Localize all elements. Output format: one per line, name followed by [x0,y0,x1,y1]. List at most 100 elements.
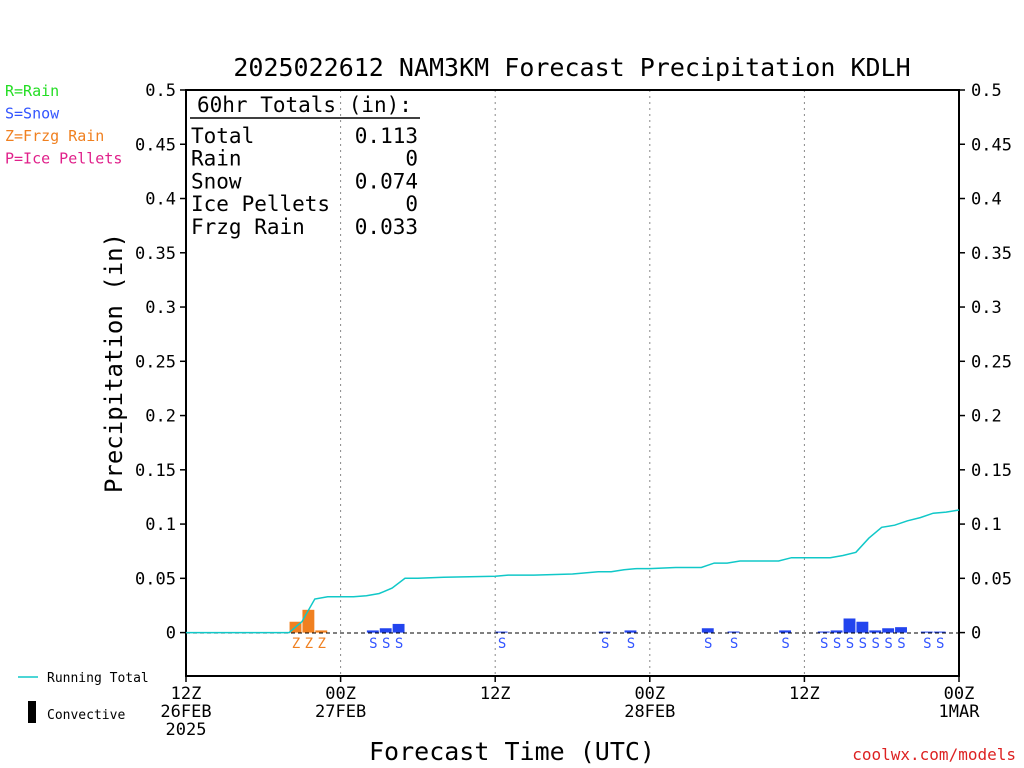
precip-bar [882,628,895,633]
totals-value: 0.113 [355,124,418,148]
y-axis-left: 0 0.05 0.1 0.15 0.2 0.25 0.3 0.35 0.4 0.45 0.5 [135,81,186,644]
chart-title: 2025022612 NAM3KM Forecast Precipitation… [233,53,910,82]
precip-type-label: S [627,636,635,652]
x-tick-label: 00Z [944,684,975,704]
precip-type-label: S [923,636,931,652]
totals-value: 0 [405,192,418,216]
totals-label: Rain [191,147,242,171]
totals-value: 0 [405,147,418,171]
x-tick-label: 2025 [166,720,207,740]
precip-bar [598,631,611,633]
precip-bar [302,609,315,633]
running-total-line [186,509,960,634]
y-tick-label: 0.4 [145,190,176,210]
precip-bar [366,630,379,633]
totals-label: Ice Pellets [191,192,330,216]
precip-bar [856,621,869,633]
precip-bar [379,628,392,633]
precip-type-label: S [781,636,789,652]
y-tick-label-right: 0.2 [971,407,1002,427]
y-tick-label-right: 0.35 [971,244,1012,264]
precip-bar [779,630,792,633]
y-tick-label-right: 0.5 [971,81,1002,101]
precip-bar [843,618,856,633]
precip-bar [869,630,882,633]
precip-type-label: S [395,636,403,652]
y-tick-label-right: 0.05 [971,569,1012,589]
precip-type-label: S [498,636,506,652]
precip-bar [495,631,508,633]
x-tick-label: 00Z [325,684,356,704]
y-tick-label: 0.05 [135,569,176,589]
x-tick-label: 12Z [480,684,511,704]
precip-type-label: S [820,636,828,652]
precip-bar [933,631,946,633]
totals-rows: Total 0.113 Rain 0 Snow 0.074 Ice Pellets 0 Frzg… [191,124,418,239]
y-tick-label: 0.5 [145,81,176,101]
precip-bar [315,630,328,633]
x-tick-label: 00Z [634,684,665,704]
totals-value: 0.074 [355,169,418,193]
precip-type-label: S [884,636,892,652]
y-tick-label: 0.2 [145,407,176,427]
y-tick-label: 0.15 [135,461,176,481]
y-tick-label: 0.3 [145,298,176,318]
precip-bar [895,627,907,633]
precip-type-label: S [897,636,905,652]
precip-bar [817,631,830,633]
precip-bar [624,630,637,633]
precip-bar [392,623,405,633]
precip-type-label: Z [305,636,313,652]
precip-bar [727,631,740,633]
watermark: coolwx.com/models [852,745,1016,764]
legend-convective-label: Convective [47,708,125,723]
y-tick-label-right: 0.45 [971,135,1012,155]
legend-running-total-label: Running Total [47,671,149,686]
y-tick-label: 0.35 [135,244,176,264]
legend-convective-swatch [28,701,36,723]
y-tick-label: 0.1 [145,515,176,535]
legend-item: S=Snow [5,105,60,123]
y-tick-label: 0.45 [135,135,176,155]
x-tick-label: 27FEB [315,702,366,722]
y-tick-label-right: 0.4 [971,190,1002,210]
totals-value: 0.033 [355,215,418,239]
precip-type-label: Z [292,636,300,652]
precip-type-label: S [369,636,377,652]
legend-item: R=Rain [5,82,59,100]
precip-type-label: S [859,636,867,652]
precip-type-label: S [730,636,738,652]
totals-header: 60hr Totals (in): [197,93,412,117]
precip-bar [830,630,843,633]
totals-label: Total [191,124,254,148]
x-tick-label: 1MAR [939,702,981,722]
totals-label: Snow [191,169,242,193]
x-tick-label: 26FEB [160,702,211,722]
x-axis-label: Forecast Time (UTC) [369,737,655,766]
precip-type-label: S [872,636,880,652]
precip-type-label: S [382,636,390,652]
grid-lines [340,90,805,676]
precip-type-label: S [601,636,609,652]
precip-type-label: S [936,636,944,652]
legend-item: Z=Frzg Rain [5,127,104,145]
totals-box: 60hr Totals (in): Total 0.113 Rain 0 Snow 0.0… [190,93,420,239]
x-tick-label: 12Z [171,684,202,704]
y-tick-label-right: 0.3 [971,298,1002,318]
x-tick-label: 28FEB [624,702,675,722]
precip-bar [920,631,933,633]
precip-type-label: S [704,636,712,652]
y-tick-label-right: 0 [971,624,981,644]
y-tick-label-right: 0.15 [971,461,1012,481]
legend-precip-types: R=Rain S=Snow Z=Frzg Rain P=Ice Pellets [5,82,122,168]
y-tick-label: 0.25 [135,352,176,372]
y-tick-label-right: 0.1 [971,515,1002,535]
y-tick-label: 0 [166,624,176,644]
x-tick-label: 12Z [789,684,820,704]
y-tick-label-right: 0.25 [971,352,1012,372]
legend-bottom: Running Total Convective [18,671,149,723]
legend-item: P=Ice Pellets [5,150,122,168]
